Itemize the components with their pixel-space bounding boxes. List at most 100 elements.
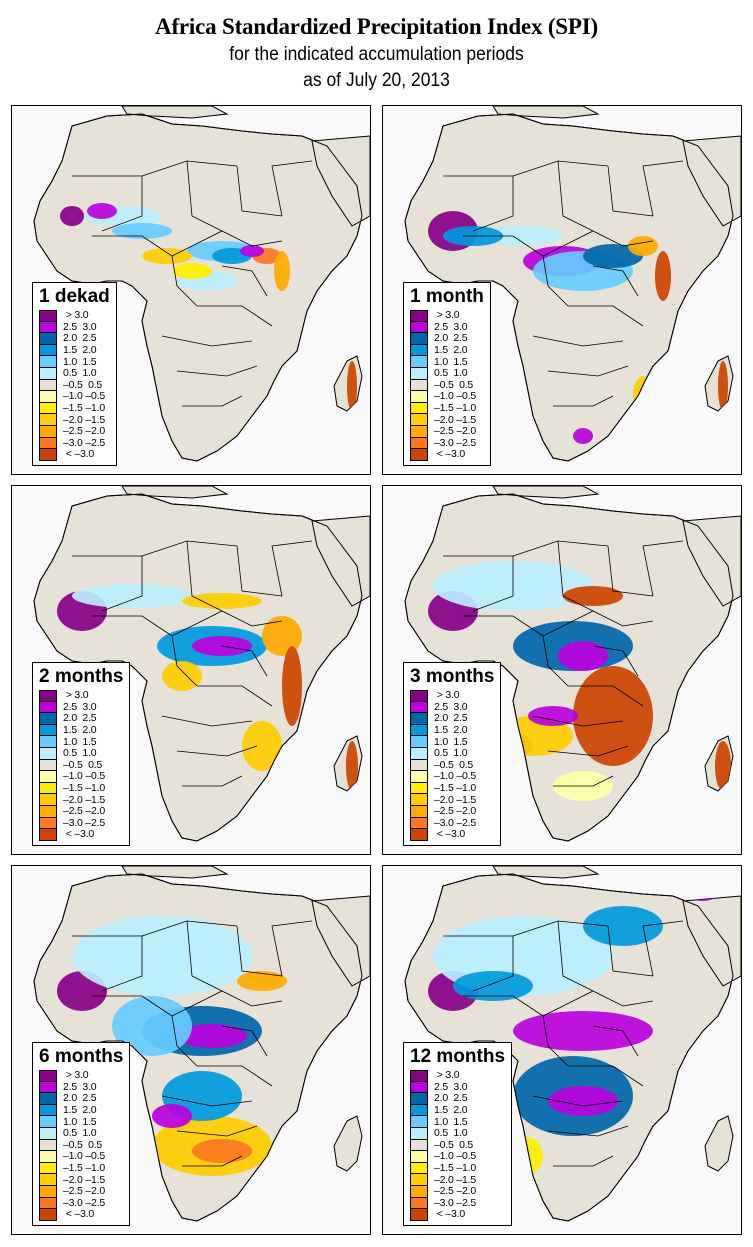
country-border — [182, 395, 243, 407]
legend-label: –2.5 –2.0 — [63, 805, 105, 818]
legend-swatch — [39, 356, 57, 368]
legend-swatch — [39, 1139, 57, 1152]
legend-label: –1.5 –1.0 — [63, 1162, 105, 1175]
country-border — [642, 540, 684, 597]
spi-region — [182, 593, 262, 609]
legend-label: 1.5 2.0 — [434, 724, 468, 737]
legend-label: 1.0 1.5 — [63, 735, 97, 748]
legend-class: > 3.0 — [410, 1070, 505, 1082]
legend-class: < –3.0 — [39, 829, 123, 841]
spi-region — [347, 361, 357, 411]
figure-title: Africa Standardized Precipitation Index … — [155, 14, 598, 39]
legend-label: –3.0 –2.5 — [63, 1196, 105, 1209]
legend-label: < –3.0 — [63, 448, 95, 461]
legend-label: 1.5 2.0 — [434, 1104, 468, 1117]
legend-class: 1.5 2.0 — [410, 345, 484, 357]
spi-region — [573, 428, 593, 444]
country-border — [568, 1065, 644, 1087]
spi-region — [683, 871, 723, 901]
legend-label: –1.0 –0.5 — [63, 1150, 105, 1163]
legend-swatch — [410, 379, 428, 392]
spi-region — [274, 251, 290, 291]
legend-class: < –3.0 — [410, 449, 484, 461]
country-border — [607, 925, 654, 977]
legend-swatch — [410, 1162, 428, 1175]
legend-label: > 3.0 — [434, 1069, 460, 1082]
legend-period-title: 6 months — [39, 1046, 124, 1067]
legend-label: > 3.0 — [63, 1069, 89, 1082]
map-panel-3-months: 3 months > 3.0 2.5 3.0 2.0 2.5 1.5 2.0 1.0 1… — [382, 485, 742, 855]
country-border — [547, 745, 629, 757]
legend-class: 1.5 2.0 — [39, 345, 110, 357]
legend-label: –0.5 0.5 — [434, 758, 474, 771]
country-border — [236, 925, 283, 977]
spi-region — [715, 741, 731, 791]
legend-class: 2.5 3.0 — [39, 1081, 123, 1094]
legend-swatch — [39, 759, 57, 772]
spi-region — [573, 666, 653, 766]
legend-label: –2.5 –2.0 — [434, 425, 476, 438]
legend-swatch — [39, 1174, 57, 1186]
africa-map — [33, 866, 370, 1222]
legend-class: < –3.0 — [410, 1209, 505, 1221]
legend-class: 0.5 1.0 — [39, 1128, 123, 1140]
legend-swatch — [410, 449, 428, 461]
country-border — [191, 610, 283, 627]
spi-region — [346, 741, 358, 791]
spi-region — [72, 916, 252, 996]
legend-class: –2.5 –2.0 — [410, 806, 494, 818]
spi-region — [663, 1126, 703, 1166]
legend-label: –2.0 –1.5 — [434, 793, 476, 806]
legend-swatch — [39, 736, 57, 748]
country-border — [542, 635, 569, 687]
legend-label: 2.0 2.5 — [63, 1092, 97, 1105]
legend-class: –0.5 0.5 — [39, 1139, 123, 1152]
legend-class: 2.5 3.0 — [39, 321, 110, 334]
country-border — [182, 1155, 243, 1167]
country-border — [568, 305, 644, 327]
legend-label: –1.5 –1.0 — [63, 402, 105, 415]
country-border — [161, 715, 253, 727]
legend-class: 0.5 1.0 — [410, 1128, 505, 1140]
legend-label: 1.0 1.5 — [434, 1115, 468, 1128]
legend-label: –1.0 –0.5 — [434, 770, 476, 783]
legend-swatch — [410, 690, 428, 702]
country-border — [547, 365, 629, 377]
legend-class: –2.5 –2.0 — [410, 426, 484, 438]
legend-class: > 3.0 — [39, 310, 110, 322]
legend-swatch — [410, 1127, 428, 1140]
legend-label: –3.0 –2.5 — [434, 436, 476, 449]
country-border — [171, 635, 198, 687]
legend-class: 2.0 2.5 — [39, 713, 123, 725]
coastline — [404, 113, 734, 462]
legend-class: 1.0 1.5 — [39, 356, 110, 368]
legend-label: 2.0 2.5 — [434, 332, 468, 345]
legend-swatch — [39, 414, 57, 426]
country-border — [221, 265, 268, 297]
legend-swatch — [410, 1139, 428, 1152]
spi-region — [60, 206, 84, 226]
legend-label: –1.5 –1.0 — [434, 402, 476, 415]
legend-label: 2.5 3.0 — [434, 1080, 468, 1093]
country-border — [176, 745, 258, 757]
legend-swatch — [39, 805, 57, 818]
country-border — [161, 335, 253, 347]
legend-class: –1.0 –0.5 — [410, 771, 494, 783]
legend-swatch — [39, 367, 57, 380]
country-border — [592, 265, 639, 297]
legend-swatch — [410, 817, 428, 830]
spi-legend: 6 months > 3.0 2.5 3.0 2.0 2.5 1.5 2.0 1.0 1… — [32, 1042, 131, 1226]
legend-label: –1.5 –1.0 — [434, 782, 476, 795]
country-border — [171, 255, 198, 307]
map-panel-12-months: 12 months > 3.0 2.5 3.0 2.0 2.5 1.5 2.0 1.0 … — [382, 865, 742, 1235]
legend-label: < –3.0 — [63, 1208, 95, 1221]
spi-legend: 1 month > 3.0 2.5 3.0 2.0 2.5 1.5 2.0 1.0 1.… — [403, 282, 491, 466]
legend-class: > 3.0 — [39, 1070, 123, 1082]
legend-swatch — [39, 449, 57, 461]
country-border — [92, 615, 193, 637]
legend-class: 1.5 2.0 — [39, 725, 123, 737]
spi-region — [162, 661, 202, 691]
spi-region — [483, 226, 563, 246]
legend-class: –2.5 –2.0 — [410, 1186, 505, 1198]
country-border — [443, 935, 514, 992]
